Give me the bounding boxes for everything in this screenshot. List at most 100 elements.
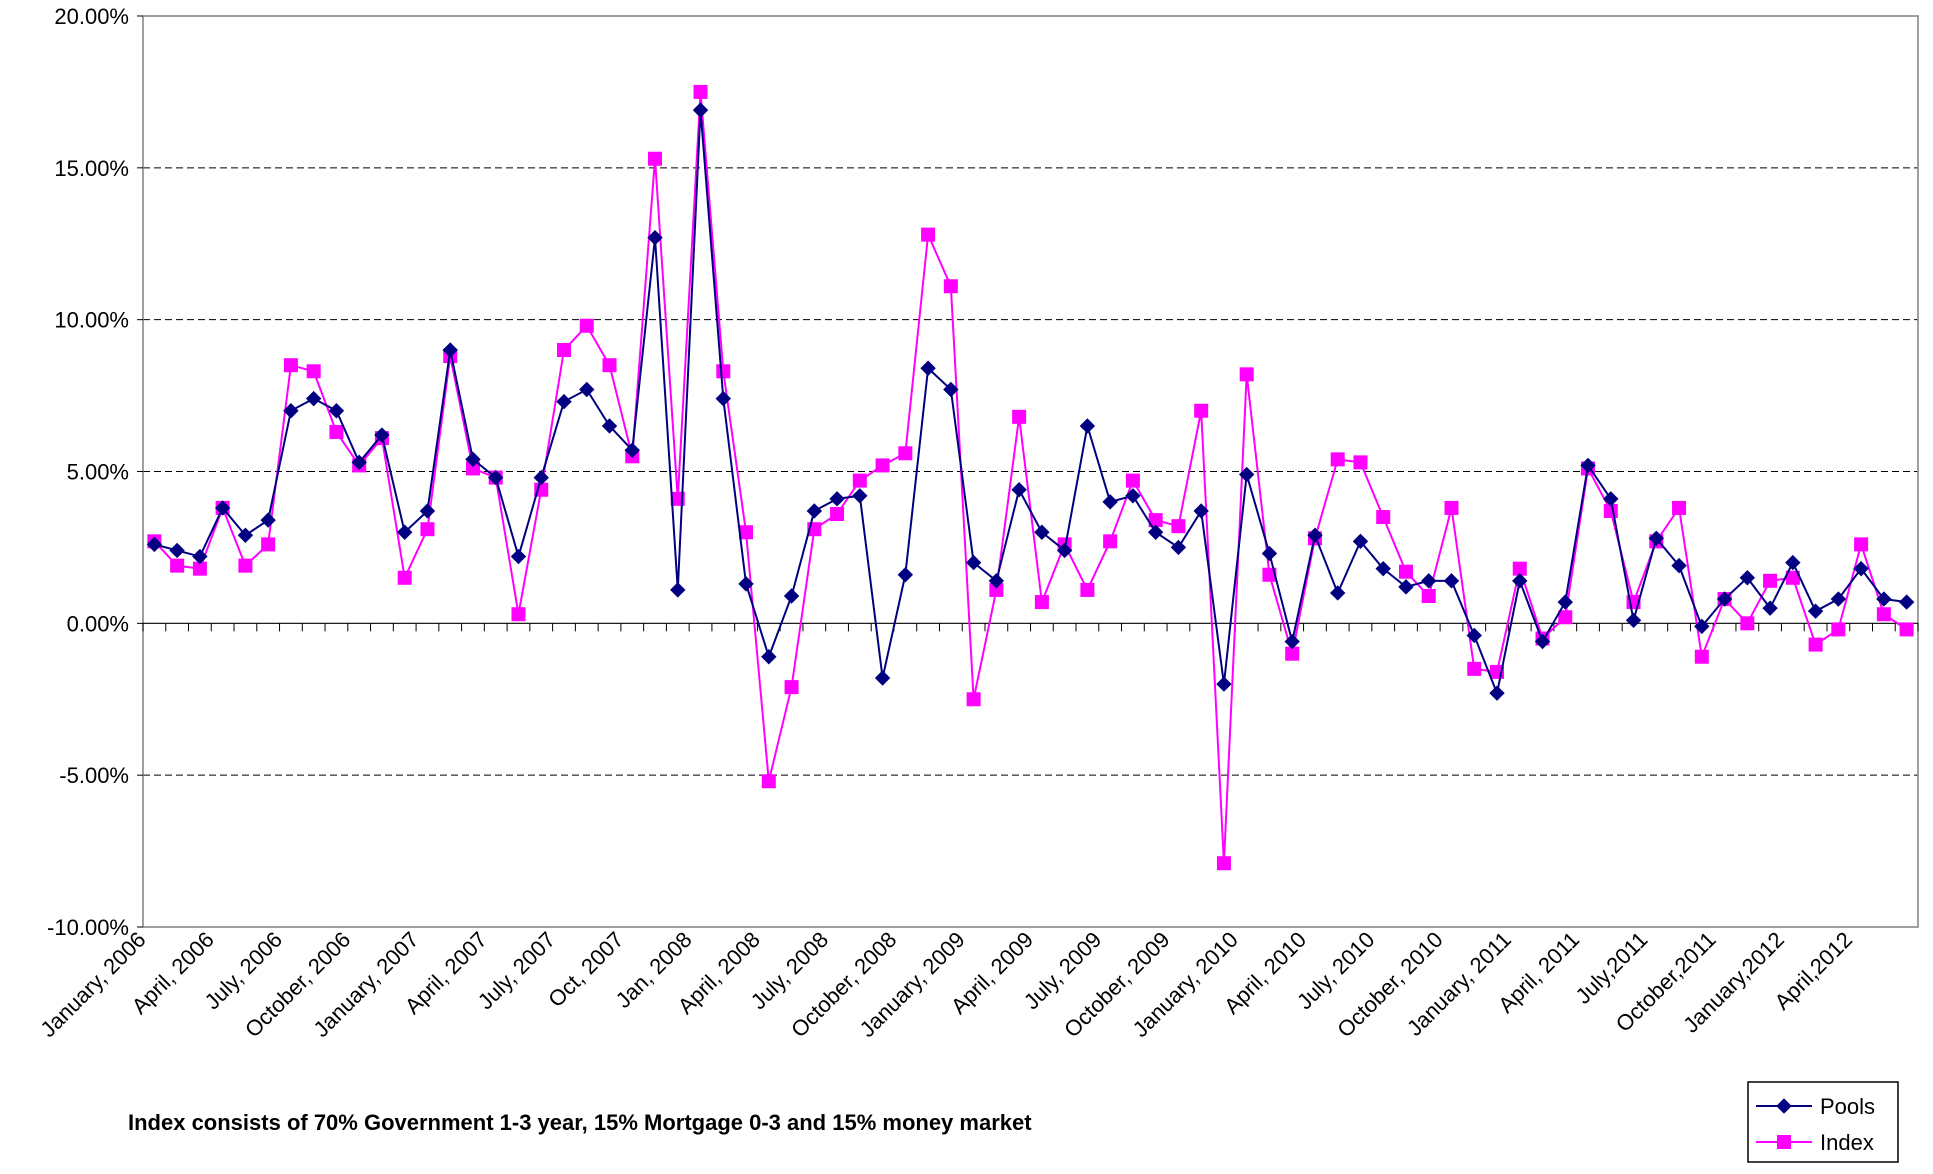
data-point-index	[1194, 403, 1209, 418]
data-point-pools	[488, 469, 504, 486]
data-point-index	[1854, 537, 1869, 552]
data-point-index	[1216, 856, 1231, 871]
data-point-pools	[1443, 573, 1460, 589]
data-point-pools	[1238, 466, 1255, 483]
axes	[137, 15, 1919, 928]
series-index	[147, 84, 1914, 871]
legend-label-index: Index	[1820, 1130, 1874, 1155]
data-point-pools	[1534, 633, 1551, 650]
data-point-pools	[419, 503, 436, 519]
data-point-index	[966, 692, 981, 707]
gridlines	[143, 167, 1918, 776]
data-point-index	[1034, 595, 1049, 610]
data-point-pools	[1512, 573, 1528, 589]
data-point-pools	[1421, 573, 1437, 589]
data-point-index	[739, 525, 754, 540]
data-point-index	[761, 774, 776, 789]
legend-box	[1747, 1081, 1899, 1163]
data-point-pools	[1170, 539, 1187, 556]
data-point-pools	[1352, 533, 1369, 550]
data-point-index	[1353, 455, 1368, 470]
legend-label-pools: Pools	[1820, 1094, 1875, 1119]
data-point-index	[329, 425, 344, 440]
data-point-index	[1171, 519, 1186, 534]
data-point-index	[238, 558, 253, 573]
data-point-pools	[579, 381, 595, 398]
data-point-index	[921, 227, 936, 242]
y-tick-labels: -10.00% -5.00% 0.00% 5.00% 10.00% 15.00% 20.00…	[47, 4, 129, 940]
data-point-index	[943, 279, 958, 294]
data-point-pools	[169, 542, 185, 559]
data-point-index	[1103, 534, 1118, 549]
data-point-index	[397, 570, 412, 585]
x-tick-label: January, 2006	[35, 927, 150, 1042]
data-point-pools	[1216, 676, 1232, 692]
data-point-pools	[1853, 560, 1869, 577]
data-point-pools	[1807, 603, 1824, 619]
data-point-pools	[1489, 685, 1505, 701]
data-point-index	[1694, 649, 1709, 664]
data-point-pools	[1147, 524, 1164, 540]
data-point-index	[898, 446, 913, 461]
data-point-pools	[1580, 457, 1596, 474]
data-point-index	[170, 558, 185, 573]
data-point-pools	[533, 469, 549, 486]
data-point-pools	[1648, 530, 1665, 547]
y-tick-label: -10.00%	[47, 915, 129, 940]
data-point-pools	[510, 548, 527, 565]
data-point-index	[1239, 367, 1254, 382]
data-point-pools	[1785, 554, 1801, 571]
data-point-pools	[965, 554, 982, 571]
data-point-index	[875, 458, 890, 473]
data-point-pools	[829, 491, 845, 507]
data-point-index	[1421, 589, 1436, 604]
data-point-index	[784, 680, 799, 695]
data-point-pools	[988, 573, 1005, 589]
data-point-index	[1398, 564, 1413, 579]
data-point-index	[830, 507, 845, 522]
legend-marker-index	[1777, 1135, 1791, 1149]
data-point-pools	[920, 360, 936, 376]
data-point-index	[1376, 510, 1391, 525]
data-point-pools	[351, 454, 367, 471]
data-point-index	[1899, 622, 1914, 637]
data-point-pools	[1102, 494, 1118, 510]
data-point-pools	[852, 488, 868, 504]
data-point-pools	[1898, 594, 1915, 610]
data-point-pools	[1284, 633, 1300, 650]
data-point-pools	[874, 670, 891, 686]
data-point-pools	[738, 576, 754, 592]
data-point-pools	[1307, 527, 1323, 543]
data-point-pools	[783, 588, 800, 604]
data-point-index	[1012, 409, 1027, 424]
data-point-pools	[1830, 591, 1847, 607]
data-point-pools	[1034, 524, 1050, 540]
y-tick-label: 20.00%	[54, 4, 129, 29]
data-point-pools	[1762, 600, 1778, 616]
data-point-pools	[647, 229, 663, 246]
data-point-pools	[1557, 594, 1573, 610]
legend-marker-pools	[1776, 1098, 1792, 1114]
data-point-index	[1125, 473, 1140, 488]
data-point-pools	[396, 524, 413, 540]
data-point-pools	[1056, 542, 1073, 559]
data-point-pools	[1375, 560, 1391, 577]
y-tick-label: 0.00%	[67, 611, 129, 636]
data-point-pools	[1671, 557, 1687, 574]
legend: Pools Index	[1747, 1081, 1899, 1163]
data-point-pools	[1694, 618, 1710, 635]
data-point-pools	[305, 390, 322, 407]
data-point-pools	[237, 527, 254, 543]
data-point-index	[306, 364, 321, 379]
y-tick-label: 15.00%	[54, 156, 129, 181]
data-point-pools	[1466, 627, 1482, 644]
data-point-pools	[670, 582, 686, 598]
data-point-pools	[692, 102, 709, 118]
data-point-pools	[465, 451, 481, 468]
data-point-pools	[374, 427, 390, 443]
data-point-pools	[1625, 612, 1642, 629]
series-line-pools	[154, 110, 1907, 697]
data-point-index	[283, 358, 298, 373]
